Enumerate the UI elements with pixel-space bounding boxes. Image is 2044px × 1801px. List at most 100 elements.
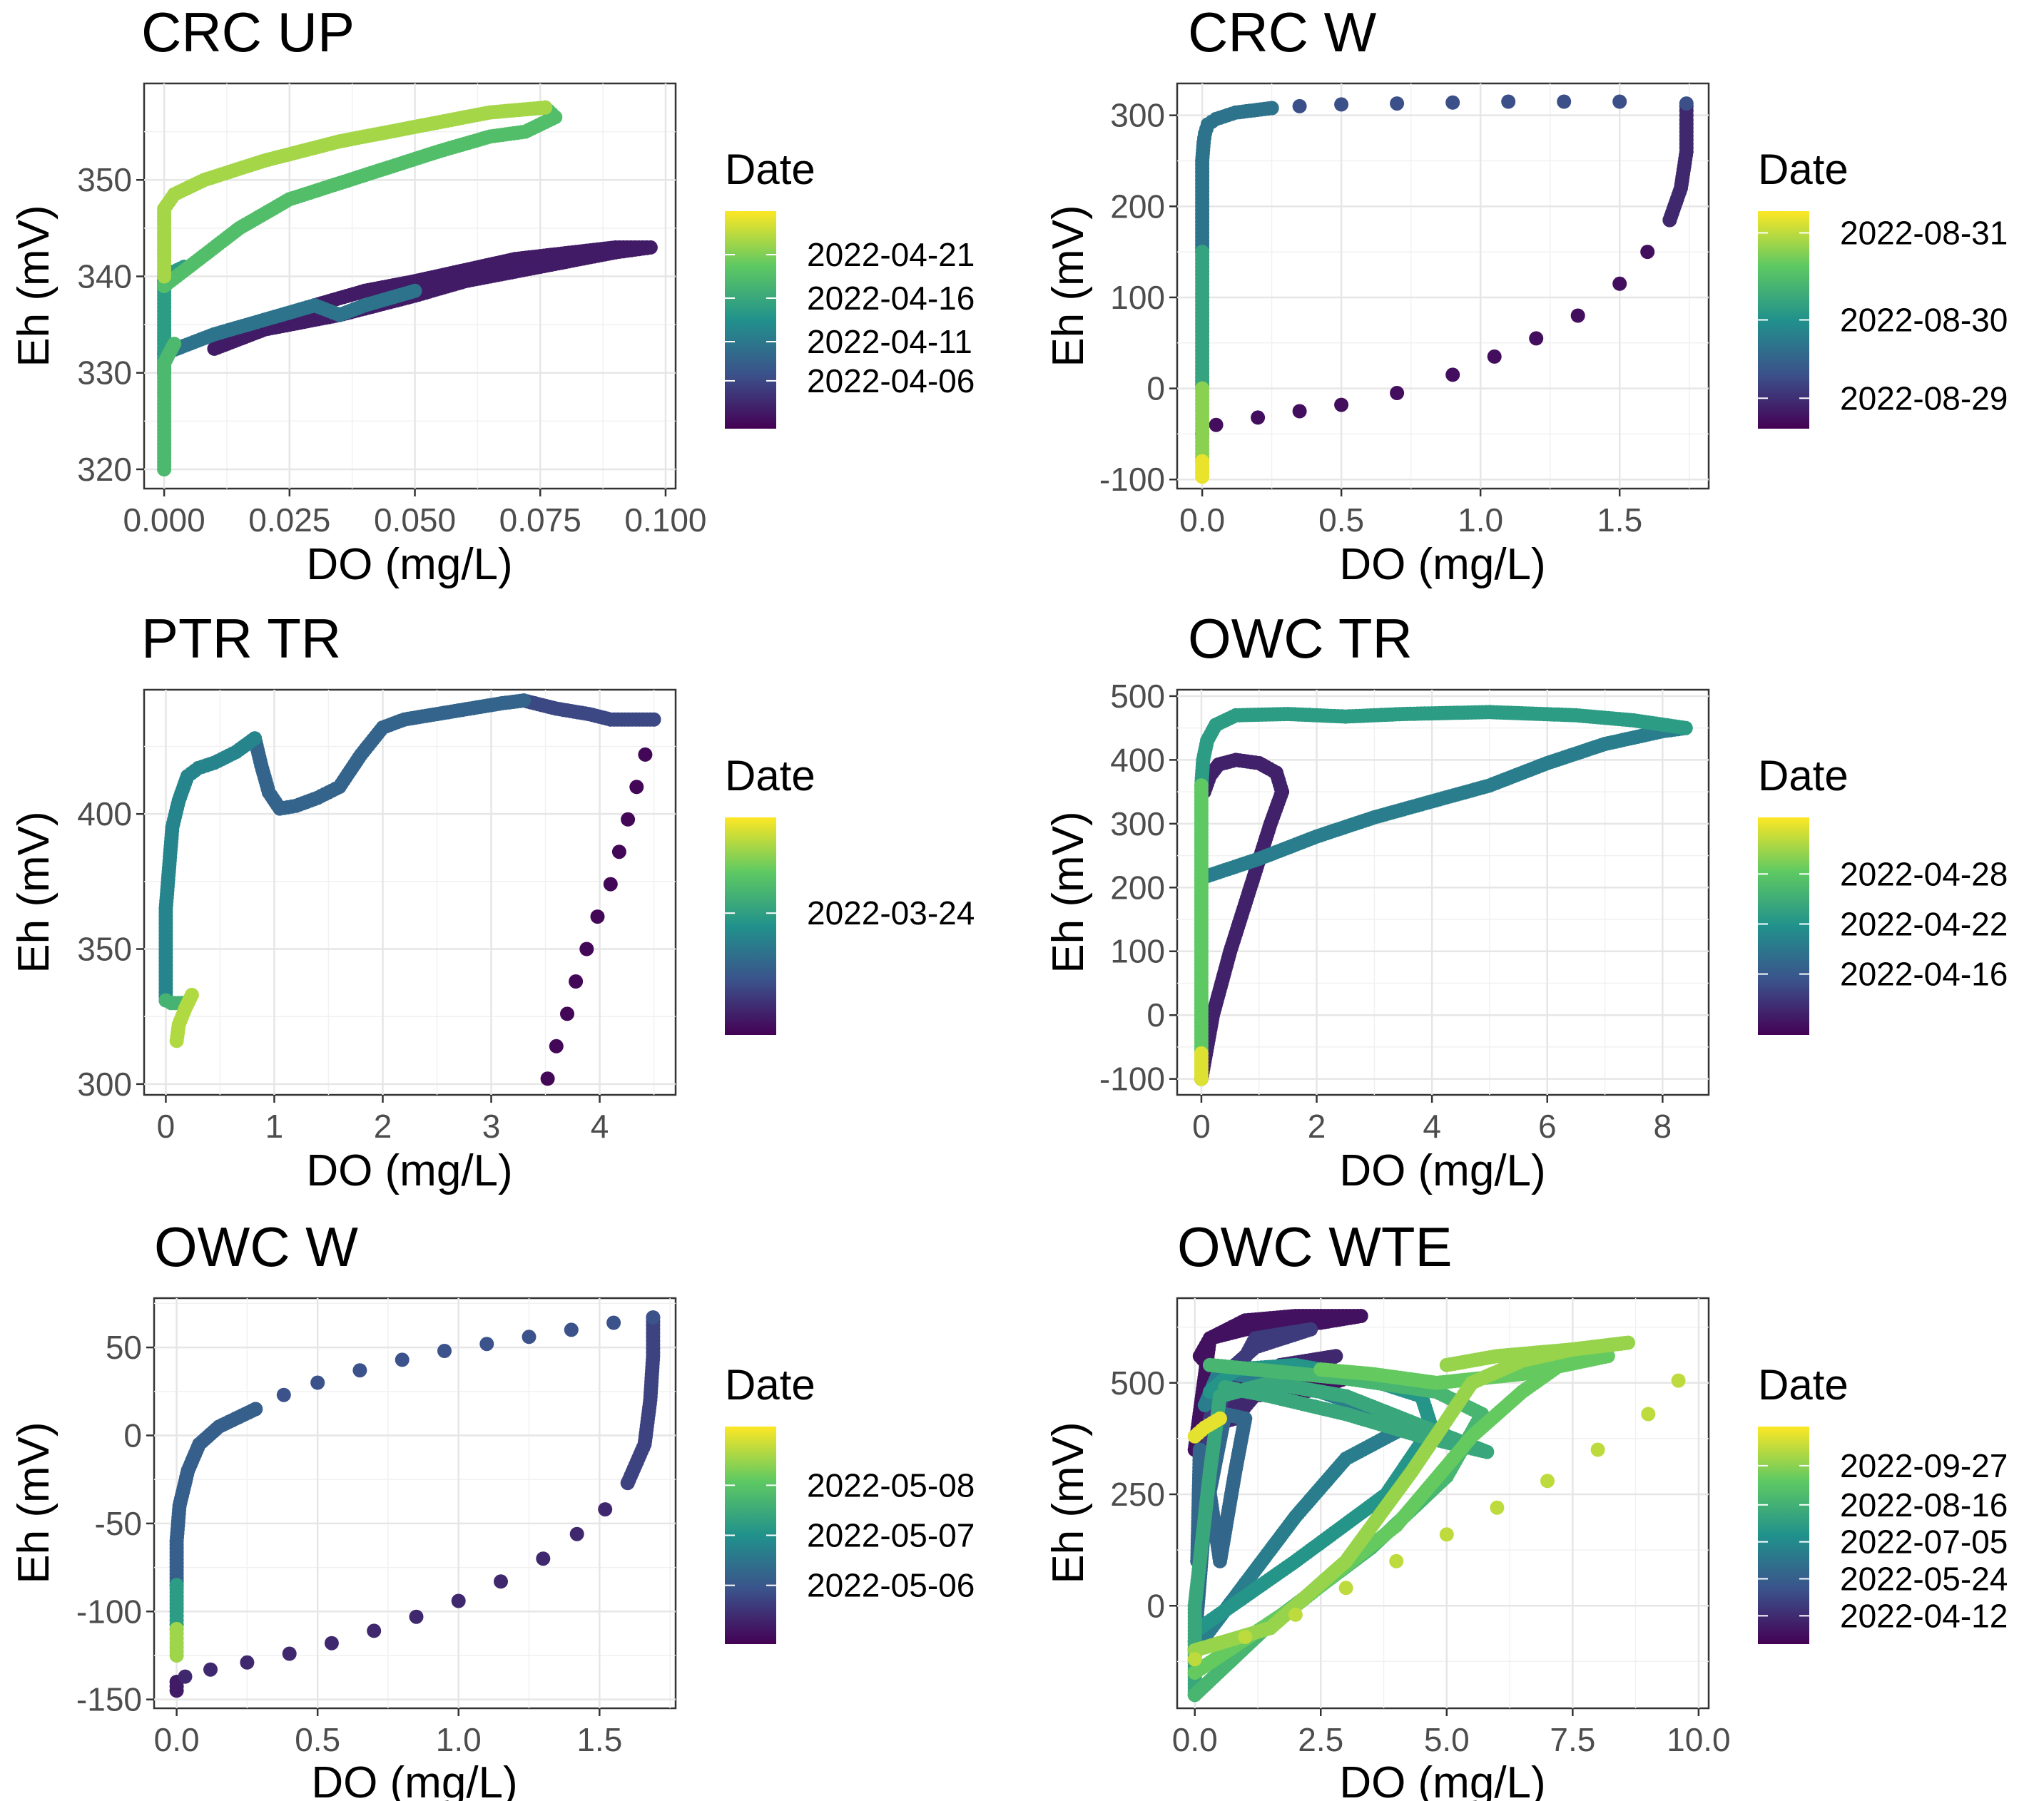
data-point [598, 1502, 613, 1517]
data-point [479, 1337, 494, 1352]
data-point [1439, 1527, 1454, 1542]
data-point [1612, 276, 1627, 291]
legend-label: 2022-04-22 [1840, 905, 2008, 942]
data-point [1529, 331, 1544, 346]
data-point [184, 987, 199, 1002]
x-tick-label: 0.100 [624, 501, 706, 539]
data-point [1209, 417, 1224, 432]
x-tick-label: 1.0 [1458, 501, 1503, 539]
y-tick-label: 330 [77, 354, 132, 392]
legend-label: 2022-07-05 [1840, 1524, 2008, 1561]
data-point [167, 337, 182, 352]
legend-colorbar [725, 817, 776, 1035]
plot-panel-border [1176, 82, 1710, 490]
data-point [1218, 1380, 1233, 1394]
data-point [1238, 1630, 1253, 1644]
x-tick-label: 0.5 [1318, 501, 1364, 539]
y-tick-label: 500 [1110, 678, 1165, 715]
data-series [157, 100, 563, 293]
data-point [1197, 1398, 1212, 1412]
panel-title: OWC WTE [1177, 1215, 1453, 1278]
y-tick-label: 0 [1146, 1587, 1165, 1624]
legend-colorbar [1758, 1427, 1809, 1644]
data-point [1557, 94, 1572, 109]
y-tick-label: 50 [106, 1329, 142, 1366]
legend-labels: 2022-03-24 [725, 894, 975, 932]
legend-label: 2022-08-16 [1840, 1486, 2008, 1524]
x-tick-label: 0.075 [499, 501, 581, 539]
plot-content: 0.000 0.025 0.050 0.075 0.100 320 330 340 350 [77, 83, 707, 539]
data-point [522, 1330, 537, 1345]
x-tick-label: 1 [265, 1108, 284, 1145]
data-series [1195, 454, 1210, 484]
data-point [646, 1310, 661, 1325]
y-tick-label: 400 [77, 795, 132, 832]
x-tick-label: 0.025 [248, 501, 330, 539]
data-point [437, 1344, 452, 1358]
x-axis-label: DO (mg/L) [1339, 540, 1545, 589]
data-point [282, 1646, 297, 1661]
data-point [564, 1322, 579, 1337]
data-series [1194, 778, 1209, 1061]
legend-label: 2022-04-16 [1840, 956, 2008, 993]
data-series [1194, 1046, 1209, 1086]
panel-title: CRC W [1188, 1, 1377, 63]
data-point [352, 1363, 367, 1378]
data-point [560, 1006, 574, 1021]
y-tick-label: 300 [77, 1066, 132, 1103]
y-axis-label: Eh (mV) [9, 811, 59, 973]
y-tick-label: -150 [76, 1681, 142, 1718]
data-point [1445, 95, 1460, 110]
data-point [409, 1609, 424, 1624]
legend-label: 2022-04-16 [807, 280, 975, 317]
y-tick-label: 200 [1110, 869, 1165, 906]
legend-labels: 2022-08-31 2022-08-30 2022-08-29 [1758, 215, 2008, 417]
data-point [1313, 1362, 1328, 1377]
data-point [1439, 1357, 1454, 1372]
legend-label: 2022-03-24 [807, 894, 975, 932]
data-point [579, 942, 594, 956]
legend-title: Date [1758, 146, 1849, 193]
x-tick-label: 0.000 [123, 501, 205, 539]
data-point [1292, 404, 1307, 419]
x-tick-label: 0.050 [374, 501, 456, 539]
panel-title: OWC W [154, 1215, 358, 1278]
plot-content: 0.0 0.5 1.0 1.5 -150 -100 -50 0 50 [76, 1298, 676, 1758]
data-series [1195, 245, 1210, 396]
x-tick-label: 5.0 [1424, 1721, 1470, 1758]
y-tick-label: 100 [1110, 933, 1165, 970]
legend-label: 2022-08-31 [1840, 215, 2008, 252]
legend-label: 2022-04-21 [807, 236, 975, 273]
panel-owc-w: OWC W 0.0 0.5 1.0 1.5 -150 -100 -50 0 50 DO (mg/… [9, 1215, 975, 1801]
data-point [324, 1636, 339, 1651]
legend-colorbar [1758, 817, 1809, 1035]
data-point [549, 1039, 564, 1053]
x-tick-label: 3 [482, 1108, 501, 1145]
data-point [1288, 1607, 1303, 1622]
y-axis-label: Eh (mV) [1044, 205, 1093, 367]
data-point [1251, 410, 1266, 425]
x-tick-label: 0 [1192, 1108, 1211, 1145]
y-axis-label: Eh (mV) [1044, 1422, 1093, 1583]
x-tick-label: 2.5 [1298, 1721, 1343, 1758]
y-tick-label: 100 [1110, 279, 1165, 316]
x-tick-label: 4 [591, 1108, 609, 1145]
data-point [1334, 397, 1349, 412]
data-point [1195, 469, 1210, 484]
legend-label: 2022-04-06 [807, 362, 975, 399]
x-axis-label: DO (mg/L) [1339, 1758, 1545, 1801]
data-point [157, 269, 172, 284]
data-point [1641, 1407, 1656, 1422]
data-series [517, 693, 661, 727]
data-point [367, 1623, 382, 1638]
data-point [203, 1662, 218, 1677]
data-point [1187, 1652, 1202, 1667]
data-point [1540, 1474, 1555, 1489]
data-point [1292, 98, 1307, 113]
data-point [611, 845, 626, 859]
y-tick-label: -100 [1099, 461, 1165, 498]
legend-label: 2022-04-11 [807, 323, 972, 360]
data-point [395, 1352, 410, 1367]
data-point [603, 877, 618, 892]
